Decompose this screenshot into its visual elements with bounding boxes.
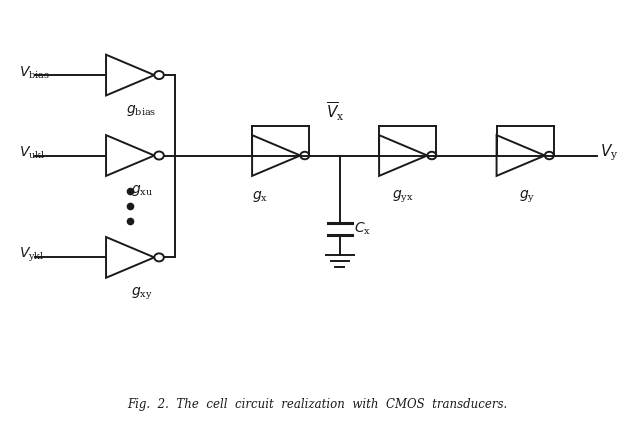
Text: $C_{\mathregular{x}}$: $C_{\mathregular{x}}$ (354, 221, 371, 237)
Text: $V_{\mathregular{y}}$: $V_{\mathregular{y}}$ (600, 142, 618, 163)
Text: $V_{\mathregular{bias}}$: $V_{\mathregular{bias}}$ (19, 64, 50, 81)
Text: $g_{\mathregular{xy}}$: $g_{\mathregular{xy}}$ (131, 285, 152, 302)
Text: $g_{\mathregular{bias}}$: $g_{\mathregular{bias}}$ (126, 103, 157, 118)
Text: $g_{\mathregular{y}}$: $g_{\mathregular{y}}$ (519, 189, 535, 205)
Text: $g_{\mathregular{yx}}$: $g_{\mathregular{yx}}$ (392, 189, 414, 205)
Text: Fig.  2.  The  cell  circuit  realization  with  CMOS  transducers.: Fig. 2. The cell circuit realization wit… (128, 399, 507, 411)
Text: $g_{\mathregular{xu}}$: $g_{\mathregular{xu}}$ (131, 184, 152, 198)
Text: $V_{\mathregular{ykl}}$: $V_{\mathregular{ykl}}$ (19, 245, 44, 264)
Text: $\overline{V}_{\mathregular{x}}$: $\overline{V}_{\mathregular{x}}$ (326, 101, 345, 124)
Text: $g_{\mathregular{x}}$: $g_{\mathregular{x}}$ (252, 189, 269, 204)
Text: $V_{\mathregular{ukl}}$: $V_{\mathregular{ukl}}$ (19, 145, 46, 161)
